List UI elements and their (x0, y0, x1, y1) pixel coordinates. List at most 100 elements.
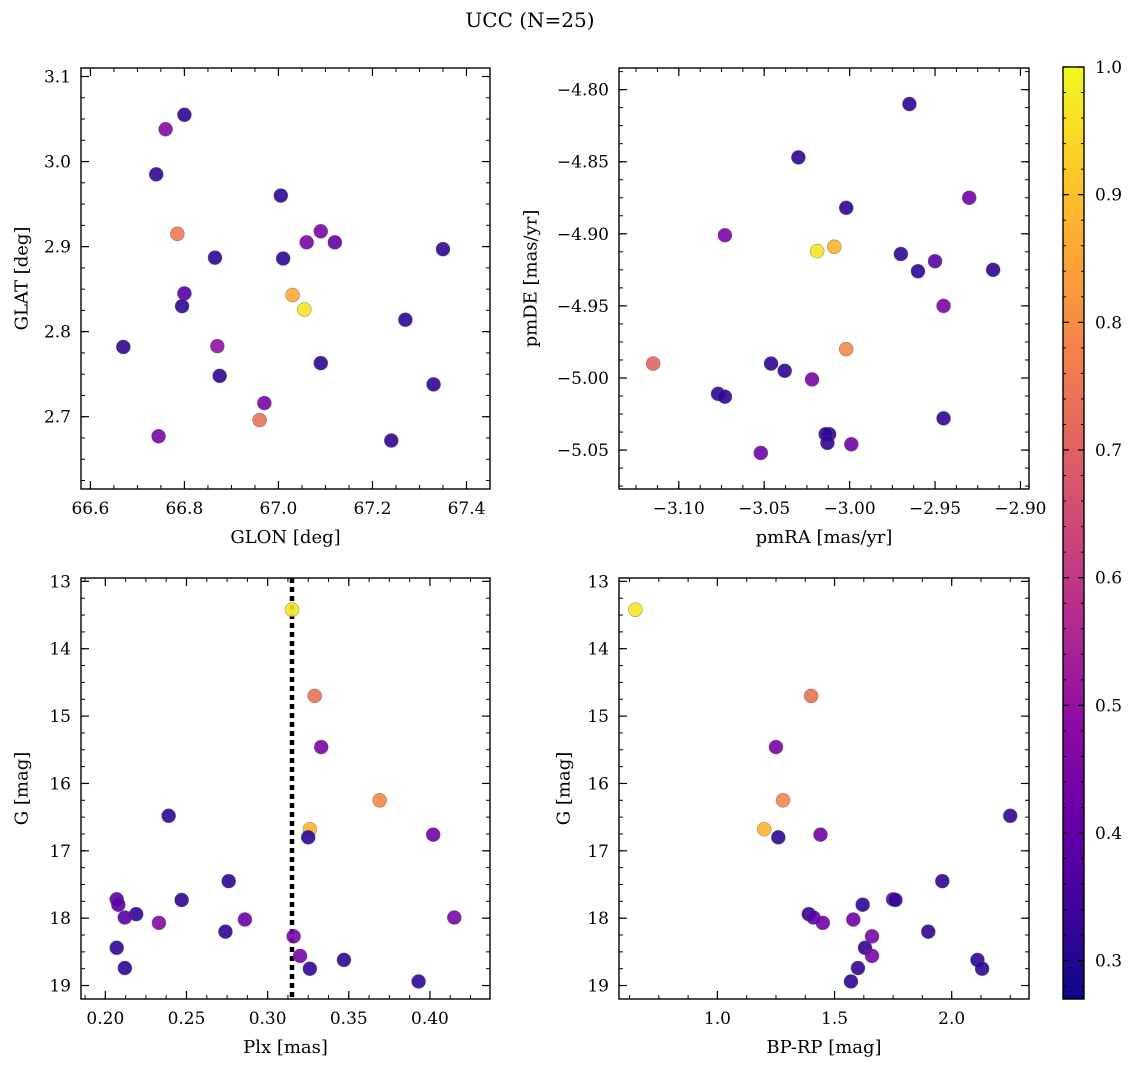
data-point (826, 239, 842, 255)
x-tick-label: 0.40 (411, 1009, 449, 1029)
data-point (218, 924, 233, 939)
data-point (813, 827, 828, 842)
colorbar: 0.3 0.4 0.5 0.6 0.7 0.8 0.9 1.0 (1062, 58, 1122, 1000)
data-point (425, 827, 441, 842)
data-point (170, 226, 185, 242)
x-axis-label: BP-RP [mag] (766, 1037, 881, 1058)
data-point (313, 223, 329, 239)
data-point (177, 107, 192, 123)
x-tick-label: −2.90 (994, 499, 1046, 519)
data-point (753, 445, 769, 461)
colorbar-tick-label: 0.8 (1095, 313, 1122, 333)
colorbar-frame (1062, 66, 1085, 1000)
data-point (804, 372, 820, 387)
data-point (221, 873, 236, 889)
data-point (237, 912, 253, 927)
y-tick-label: −5.00 (557, 369, 609, 389)
data-point (935, 873, 950, 889)
y-tick-label: −4.90 (557, 225, 609, 245)
panel-plx-g: 0.20 0.25 0.30 0.35 0.40 13 14 15 16 17 18 19 Plx [m… (12, 572, 491, 1058)
colorbar-tick-label: 0.7 (1095, 441, 1122, 461)
data-point (299, 235, 314, 250)
x-tick-label: −3.00 (824, 499, 876, 519)
data-point (628, 602, 643, 617)
data-point (313, 355, 329, 371)
panel-bprp-g: 1.0 1.5 2.0 13 14 15 16 17 18 19 BP-RP [mag] G [mag… (554, 572, 1030, 1058)
data-point (815, 915, 831, 931)
colorbar-tick-label: 1.0 (1095, 58, 1122, 78)
data-point (446, 910, 462, 925)
colorbar-gradient (1063, 67, 1084, 999)
x-tick-label: 1.5 (821, 1009, 848, 1029)
data-point (292, 948, 308, 964)
data-point (985, 262, 1001, 278)
x-tick-label: 0.30 (249, 1009, 287, 1029)
data-point (161, 808, 176, 824)
data-point (768, 739, 784, 755)
colorbar-tick-label: 0.3 (1095, 952, 1122, 972)
y-tick-label: 16 (587, 774, 609, 794)
y-tick-label: −5.05 (557, 441, 609, 461)
data-point (902, 96, 917, 112)
data-point (920, 924, 936, 939)
x-tick-label: 0.35 (330, 1009, 368, 1029)
x-tick-label: 66.8 (165, 499, 203, 519)
data-point (148, 167, 164, 182)
data-point (838, 200, 854, 216)
data-point (336, 952, 352, 968)
data-point (803, 688, 819, 704)
data-point (158, 121, 173, 137)
data-point (775, 792, 791, 808)
data-point (888, 892, 903, 908)
data-point (151, 428, 166, 444)
data-point (297, 302, 312, 317)
data-point (273, 188, 289, 203)
data-point (111, 897, 126, 912)
y-tick-label: 2.9 (44, 238, 71, 258)
x-axis-label: pmRA [mas/yr] (756, 527, 893, 548)
data-point (435, 241, 451, 257)
x-tick-label: 67.0 (260, 499, 298, 519)
data-point (864, 948, 880, 964)
data-point (645, 356, 661, 371)
data-point (771, 830, 786, 845)
data-point (936, 298, 951, 314)
y-axis-label: G [mag] (554, 752, 575, 825)
x-tick-label: −3.10 (653, 499, 705, 519)
colorbar-tick-label: 0.9 (1095, 186, 1122, 206)
data-point (174, 298, 190, 314)
data-point (117, 910, 133, 925)
panel-glon-glat: 66.6 66.8 67.0 67.2 67.4 2.7 2.8 2.9 3.0 3.1 GLON … (12, 67, 491, 548)
data-point (820, 435, 835, 451)
x-tick-label: 66.6 (71, 499, 109, 519)
data-point (307, 688, 323, 704)
axes-frame (618, 67, 1030, 490)
data-point (809, 243, 825, 259)
y-tick-label: 15 (587, 707, 609, 727)
axes-frame (80, 67, 491, 490)
data-point (117, 960, 133, 976)
data-point (151, 915, 167, 931)
x-tick-label: 67.2 (354, 499, 392, 519)
y-tick-label: 3.1 (44, 68, 71, 88)
x-tick-label: 0.25 (168, 1009, 206, 1029)
x-tick-label: 2.0 (938, 1009, 965, 1029)
data-point (210, 338, 225, 354)
data-point (285, 287, 300, 303)
x-tick-label: −3.05 (738, 499, 790, 519)
y-tick-label: 13 (49, 572, 71, 592)
y-tick-label: 3.0 (44, 153, 71, 173)
data-point (398, 312, 413, 328)
y-tick-label: 17 (49, 842, 71, 862)
colorbar-tick-label: 0.4 (1095, 824, 1122, 844)
y-tick-label: 18 (49, 909, 71, 929)
data-point (372, 792, 387, 808)
data-point (275, 251, 291, 266)
data-point (327, 235, 343, 250)
data-point (961, 190, 977, 206)
y-tick-label: 16 (49, 774, 71, 794)
x-axis-label: GLON [deg] (230, 527, 340, 548)
y-tick-label: 13 (587, 572, 609, 592)
data-point (763, 356, 779, 371)
axes-frame (80, 577, 491, 1000)
